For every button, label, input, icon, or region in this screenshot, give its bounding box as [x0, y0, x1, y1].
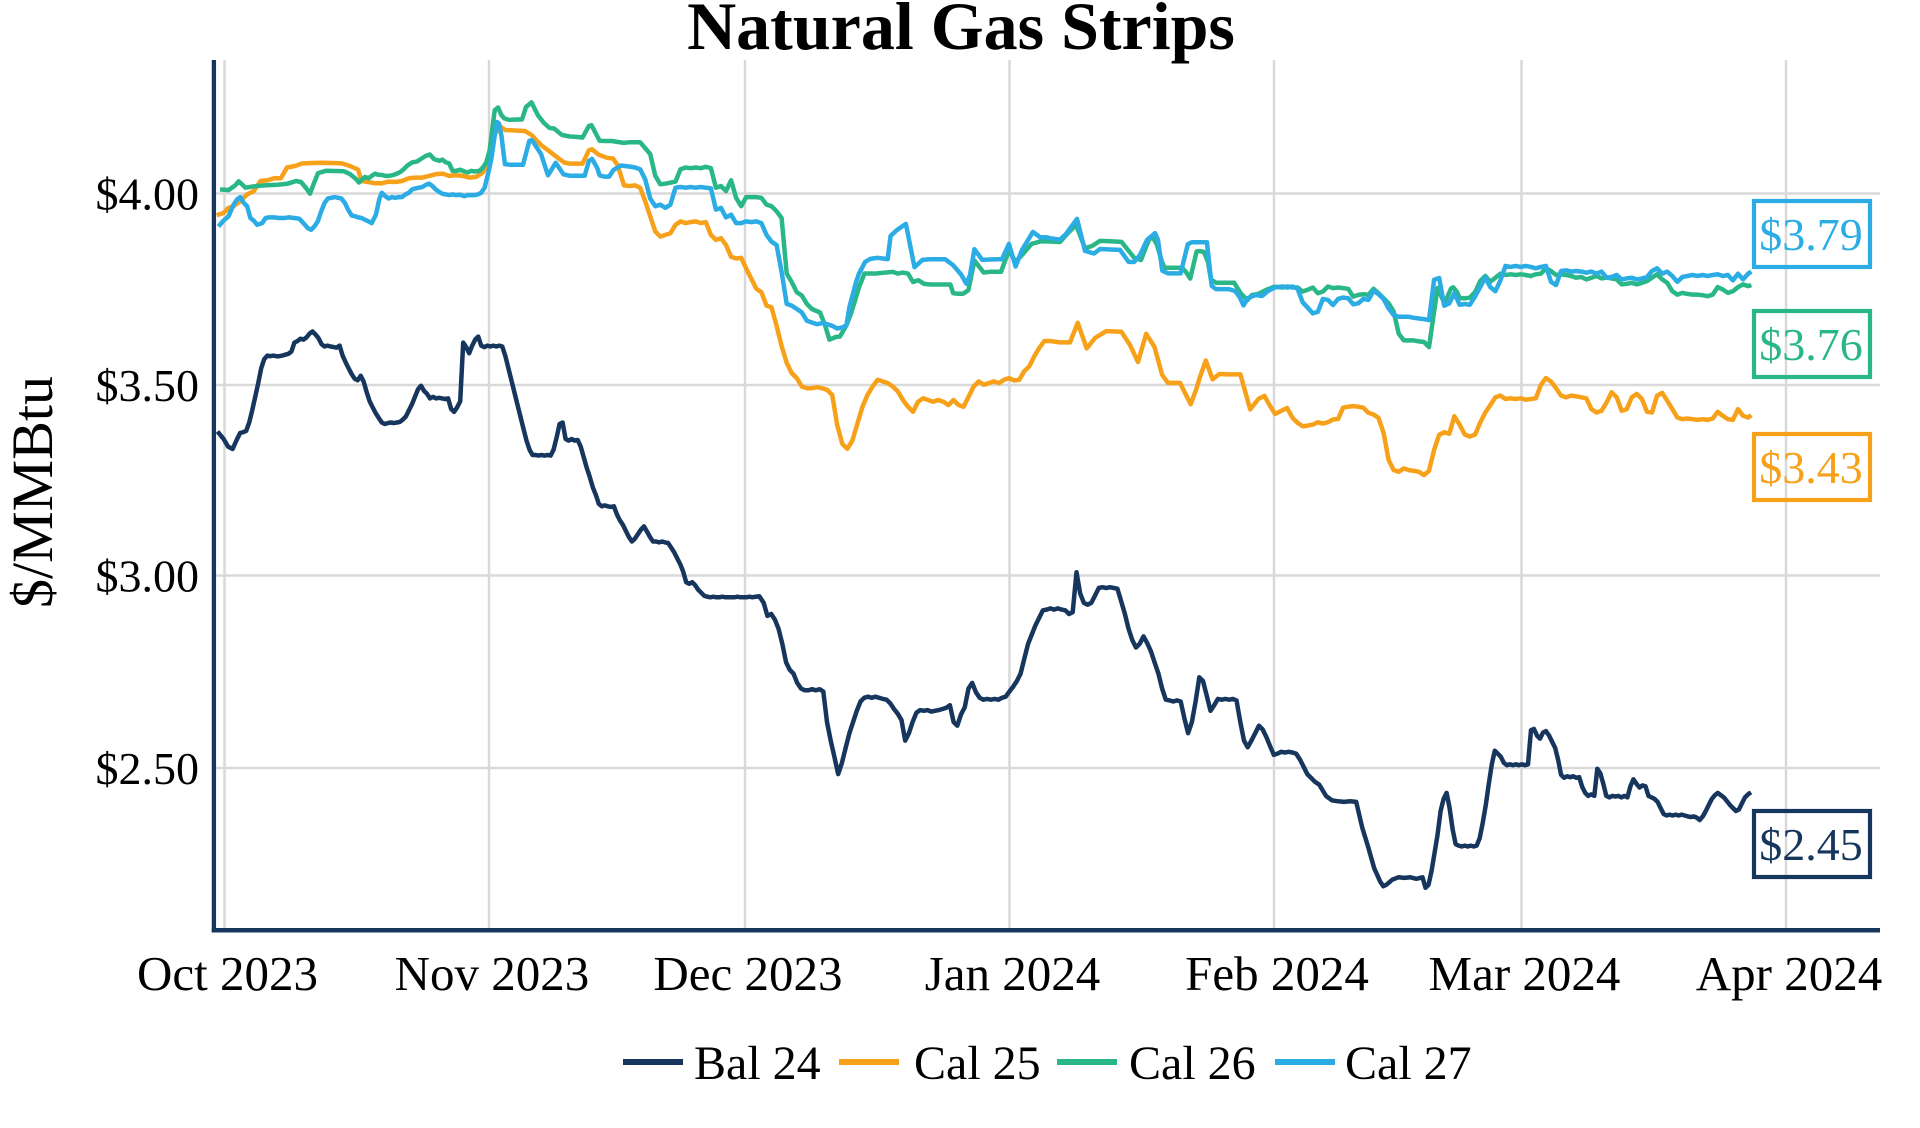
svg-text:$2.50: $2.50	[96, 743, 200, 794]
svg-text:Mar 2024: Mar 2024	[1429, 946, 1621, 1001]
svg-text:$3.76: $3.76	[1759, 319, 1863, 370]
svg-text:Apr 2024: Apr 2024	[1696, 946, 1882, 1001]
svg-text:Cal 27: Cal 27	[1345, 1037, 1472, 1090]
svg-text:$2.45: $2.45	[1759, 819, 1863, 870]
svg-text:Bal 24: Bal 24	[694, 1037, 821, 1090]
svg-text:$3.50: $3.50	[96, 360, 200, 411]
svg-text:Natural Gas Strips: Natural Gas Strips	[687, 0, 1235, 64]
svg-text:Feb 2024: Feb 2024	[1185, 946, 1369, 1001]
svg-text:Nov 2023: Nov 2023	[395, 946, 590, 1001]
svg-text:$3.43: $3.43	[1759, 442, 1863, 493]
svg-text:Dec 2023: Dec 2023	[653, 946, 842, 1001]
svg-text:Cal 25: Cal 25	[914, 1037, 1041, 1090]
svg-text:$3.00: $3.00	[96, 551, 200, 602]
svg-text:Jan 2024: Jan 2024	[925, 946, 1101, 1001]
svg-text:Cal 26: Cal 26	[1129, 1037, 1256, 1090]
svg-text:$/MMBtu: $/MMBtu	[0, 376, 65, 608]
svg-text:$3.79: $3.79	[1759, 209, 1863, 260]
svg-text:$4.00: $4.00	[96, 169, 200, 220]
svg-text:Oct 2023: Oct 2023	[137, 946, 318, 1001]
